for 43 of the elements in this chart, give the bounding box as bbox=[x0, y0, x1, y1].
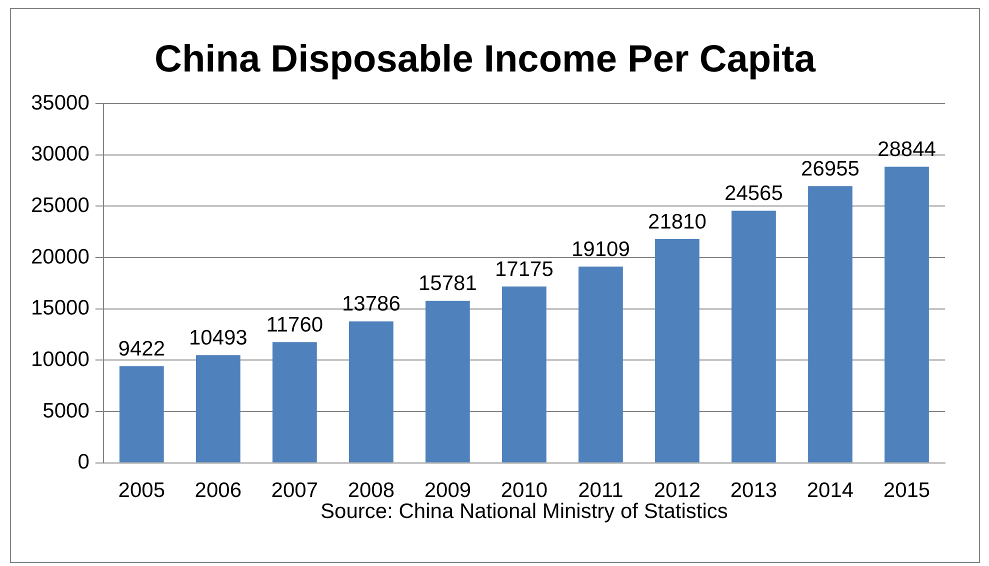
x-tick-label: 2005 bbox=[118, 479, 166, 502]
x-tick-label: 2012 bbox=[654, 479, 701, 502]
data-label: 9422 bbox=[118, 337, 166, 360]
data-label: 28844 bbox=[878, 138, 936, 162]
y-tick-label: 10000 bbox=[30, 348, 90, 371]
bar bbox=[655, 238, 700, 462]
bar bbox=[196, 355, 240, 462]
data-label: 26955 bbox=[801, 157, 860, 180]
bar bbox=[732, 210, 776, 462]
source-note: Source: China National Ministry of Statistics bbox=[320, 500, 728, 523]
y-tick-label: 30000 bbox=[30, 142, 90, 166]
y-tick-label: 5000 bbox=[42, 399, 90, 422]
x-tick-label: 2009 bbox=[424, 479, 472, 502]
x-tick-label: 2008 bbox=[348, 479, 395, 502]
y-tick-label: 20000 bbox=[30, 245, 90, 268]
x-tick-label: 2007 bbox=[271, 479, 318, 502]
bar bbox=[884, 166, 929, 462]
y-tick-label: 0 bbox=[78, 450, 90, 474]
data-label: 13786 bbox=[342, 292, 400, 316]
bar bbox=[808, 186, 852, 462]
x-tick-label: 2011 bbox=[578, 479, 624, 502]
data-label: 24565 bbox=[724, 182, 783, 205]
y-tick-label: 15000 bbox=[30, 296, 90, 320]
bar bbox=[348, 321, 394, 462]
x-tick-label: 2006 bbox=[194, 479, 242, 502]
data-label: 11760 bbox=[266, 313, 324, 336]
chart-title: China Disposable Income Per Capita bbox=[154, 38, 816, 80]
data-label: 15781 bbox=[418, 272, 477, 296]
bar bbox=[119, 366, 164, 462]
bar bbox=[272, 342, 317, 462]
x-tick-label: 2013 bbox=[730, 479, 778, 502]
data-label: 10493 bbox=[188, 326, 248, 350]
y-tick-label: 35000 bbox=[30, 91, 90, 114]
x-tick-label: 2015 bbox=[883, 479, 930, 502]
y-tick-label: 25000 bbox=[30, 194, 90, 218]
bar bbox=[578, 266, 623, 462]
x-tick-label: 2010 bbox=[500, 479, 548, 502]
bar bbox=[502, 286, 546, 462]
data-label: 21810 bbox=[648, 210, 706, 234]
data-label: 19109 bbox=[572, 238, 630, 261]
x-tick-label: 2014 bbox=[806, 479, 854, 502]
bar bbox=[426, 300, 470, 462]
data-label: 17175 bbox=[494, 258, 554, 281]
